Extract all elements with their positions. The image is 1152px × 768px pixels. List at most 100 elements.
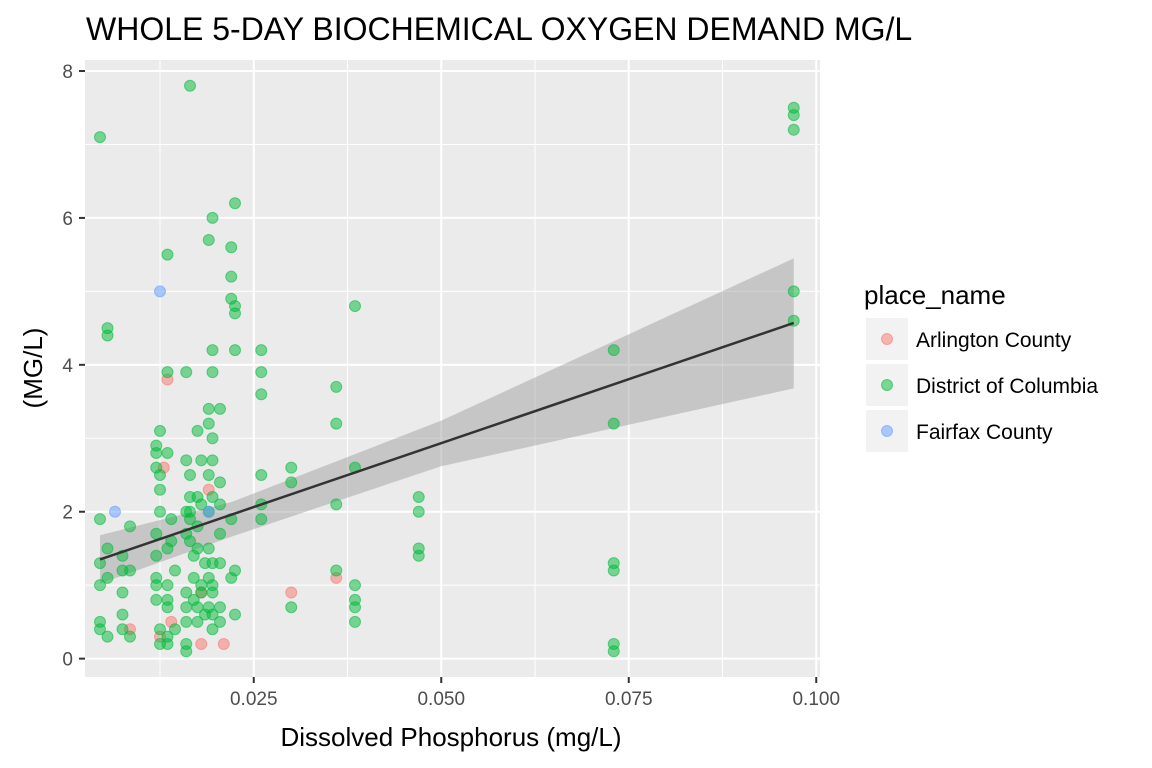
point-district-of-columbia	[154, 505, 166, 518]
point-district-of-columbia	[206, 608, 219, 621]
point-district-of-columbia	[787, 109, 800, 122]
point-district-of-columbia	[255, 344, 268, 357]
point-district-of-columbia	[180, 645, 193, 658]
point-district-of-columbia	[154, 483, 166, 496]
point-district-of-columbia	[150, 549, 163, 562]
point-district-of-columbia	[330, 564, 343, 577]
point-district-of-columbia	[349, 615, 361, 628]
point-district-of-columbia	[184, 79, 196, 92]
x-tick-label: 0.075	[605, 689, 653, 710]
point-district-of-columbia	[94, 557, 106, 570]
point-district-of-columbia	[202, 233, 215, 246]
point-district-of-columbia	[206, 623, 219, 636]
point-district-of-columbia	[214, 402, 226, 415]
point-district-of-columbia	[101, 329, 114, 342]
legend-title: place_name	[864, 280, 1006, 310]
point-district-of-columbia	[191, 542, 204, 555]
point-district-of-columbia	[214, 615, 226, 628]
point-district-of-columbia	[330, 498, 343, 511]
point-district-of-columbia	[202, 417, 215, 430]
point-district-of-columbia	[206, 432, 219, 445]
point-district-of-columbia	[101, 542, 114, 555]
legend: place_name Arlington County District of C…	[864, 280, 1098, 452]
point-district-of-columbia	[229, 564, 241, 577]
x-tick-label: 0.050	[417, 689, 465, 710]
point-district-of-columbia	[229, 307, 241, 320]
y-tick-label: 0	[62, 650, 73, 671]
point-district-of-columbia	[214, 601, 226, 614]
x-tick-label: 0.025	[230, 689, 278, 710]
point-district-of-columbia	[214, 476, 226, 489]
point-district-of-columbia	[206, 344, 219, 357]
point-district-of-columbia	[214, 527, 226, 540]
point-district-of-columbia	[116, 608, 129, 621]
point-district-of-columbia	[349, 300, 361, 313]
point-district-of-columbia	[154, 424, 166, 437]
point-district-of-columbia	[607, 344, 620, 357]
point-district-of-columbia	[116, 586, 129, 599]
point-district-of-columbia	[161, 579, 174, 592]
point-district-of-columbia	[206, 491, 219, 504]
point-district-of-columbia	[191, 615, 204, 628]
point-district-of-columbia	[116, 623, 129, 636]
point-district-of-columbia	[161, 601, 174, 614]
point-district-of-columbia	[330, 380, 343, 393]
point-arlington-county	[217, 637, 230, 650]
point-district-of-columbia	[101, 571, 114, 584]
point-district-of-columbia	[225, 270, 238, 283]
point-district-of-columbia	[94, 623, 106, 636]
x-tick-label: 0.100	[792, 689, 840, 710]
point-district-of-columbia	[150, 593, 163, 606]
point-fairfax-county	[154, 285, 166, 298]
point-district-of-columbia	[349, 579, 361, 592]
point-arlington-county	[195, 637, 208, 650]
point-district-of-columbia	[184, 535, 196, 548]
x-axis-title: Dissolved Phosphorus (mg/L)	[280, 722, 621, 752]
point-district-of-columbia	[180, 454, 193, 467]
axes: 0.025 0.050 0.075 0.100 0 2 4 6 8	[62, 62, 840, 710]
point-district-of-columbia	[229, 197, 241, 210]
point-arlington-county	[285, 586, 298, 599]
chart-title: WHOLE 5-DAY BIOCHEMICAL OXYGEN DEMAND MG…	[86, 11, 912, 47]
point-district-of-columbia	[150, 446, 163, 459]
point-district-of-columbia	[285, 476, 298, 489]
point-district-of-columbia	[607, 417, 620, 430]
legend-marker-fairfax-county	[881, 425, 893, 437]
point-district-of-columbia	[161, 366, 174, 379]
point-fairfax-county	[109, 505, 121, 518]
point-district-of-columbia	[169, 564, 181, 577]
y-tick-label: 2	[62, 503, 73, 524]
point-district-of-columbia	[191, 424, 204, 437]
point-district-of-columbia	[161, 248, 174, 261]
point-district-of-columbia	[195, 498, 208, 511]
point-district-of-columbia	[206, 454, 219, 467]
points-layer	[94, 79, 800, 658]
point-district-of-columbia	[202, 542, 215, 555]
point-district-of-columbia	[124, 564, 136, 577]
point-district-of-columbia	[330, 417, 343, 430]
point-district-of-columbia	[202, 402, 215, 415]
point-district-of-columbia	[206, 586, 219, 599]
point-district-of-columbia	[180, 586, 193, 599]
point-district-of-columbia	[214, 498, 226, 511]
point-district-of-columbia	[165, 513, 178, 526]
point-district-of-columbia	[787, 123, 800, 136]
trend-line-layer	[99, 321, 795, 561]
point-district-of-columbia	[229, 608, 241, 621]
point-district-of-columbia	[412, 505, 425, 518]
confidence-band	[100, 258, 794, 584]
y-axis-title: (MG/L)	[18, 328, 48, 409]
point-district-of-columbia	[94, 131, 106, 144]
legend-label-fairfax-county: Fairfax County	[916, 421, 1053, 444]
point-district-of-columbia	[412, 491, 425, 504]
confidence-band-layer	[100, 258, 794, 584]
point-district-of-columbia	[285, 461, 298, 474]
legend-label-district-of-columbia: District of Columbia	[916, 375, 1098, 398]
point-district-of-columbia	[225, 241, 238, 254]
point-district-of-columbia	[206, 366, 219, 379]
point-district-of-columbia	[94, 579, 106, 592]
point-district-of-columbia	[255, 513, 268, 526]
point-district-of-columbia	[184, 469, 196, 482]
point-district-of-columbia	[255, 469, 268, 482]
